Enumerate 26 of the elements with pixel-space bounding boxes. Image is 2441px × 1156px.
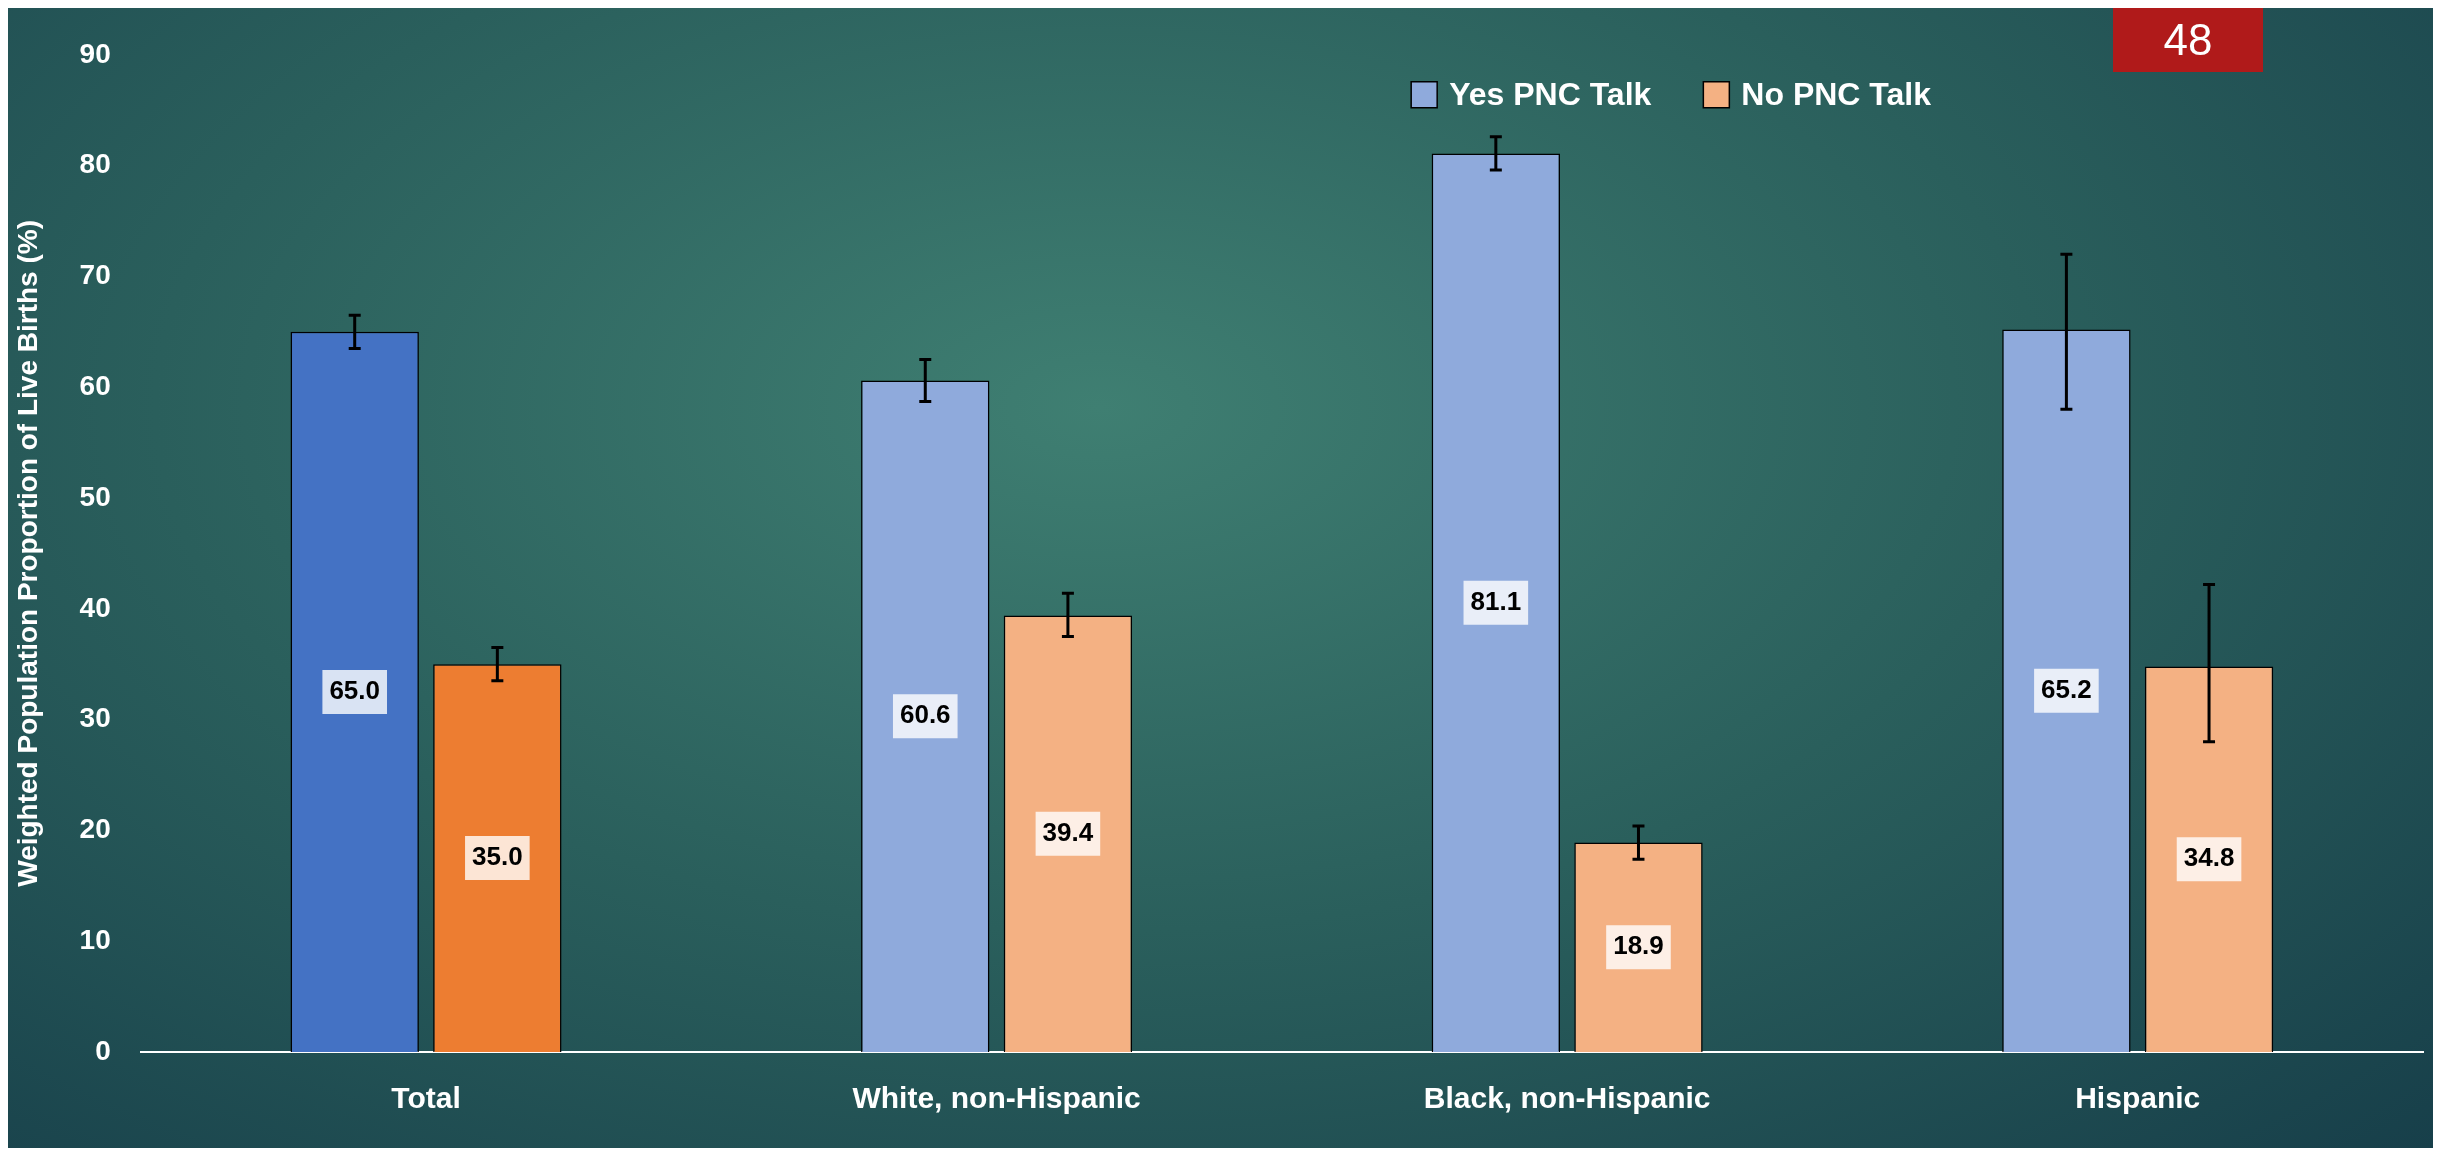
y-axis-title: Weighted Population Proportion of Live Births (%) [11,220,43,887]
data-label: 35.0 [472,841,523,872]
legend-label: Yes PNC Talk [1449,75,1652,112]
x-tick-label: Black, non-Hispanic [1423,1081,1711,1115]
y-tick-label: 90 [79,37,111,69]
y-tick-label: 70 [79,259,111,291]
data-label: 65.0 [329,675,381,706]
data-label: 34.8 [2183,842,2235,873]
y-tick-label: 80 [79,148,111,180]
y-tick-label: 10 [79,923,111,955]
data-label: 18.9 [1613,930,1664,961]
data-label: 39.4 [1042,816,1094,847]
data-label: 60.6 [899,699,951,730]
y-tick-label: 20 [79,813,111,845]
y-tick-label: 60 [79,369,111,401]
y-tick-label: 50 [79,480,111,512]
legend-label: No PNC Talk [1741,75,1932,112]
y-tick-label: 40 [79,591,111,623]
x-tick-label: Hispanic [2075,1081,2201,1115]
x-tick-label: White, non-Hispanic [852,1081,1141,1115]
y-tick-label: 0 [95,1034,111,1066]
y-tick-label: 30 [79,702,111,734]
data-label: 65.2 [2041,673,2092,704]
x-tick-label: Total [391,1081,461,1115]
data-label: 81.1 [1470,585,1522,616]
annotation: 48 [2113,8,2263,72]
